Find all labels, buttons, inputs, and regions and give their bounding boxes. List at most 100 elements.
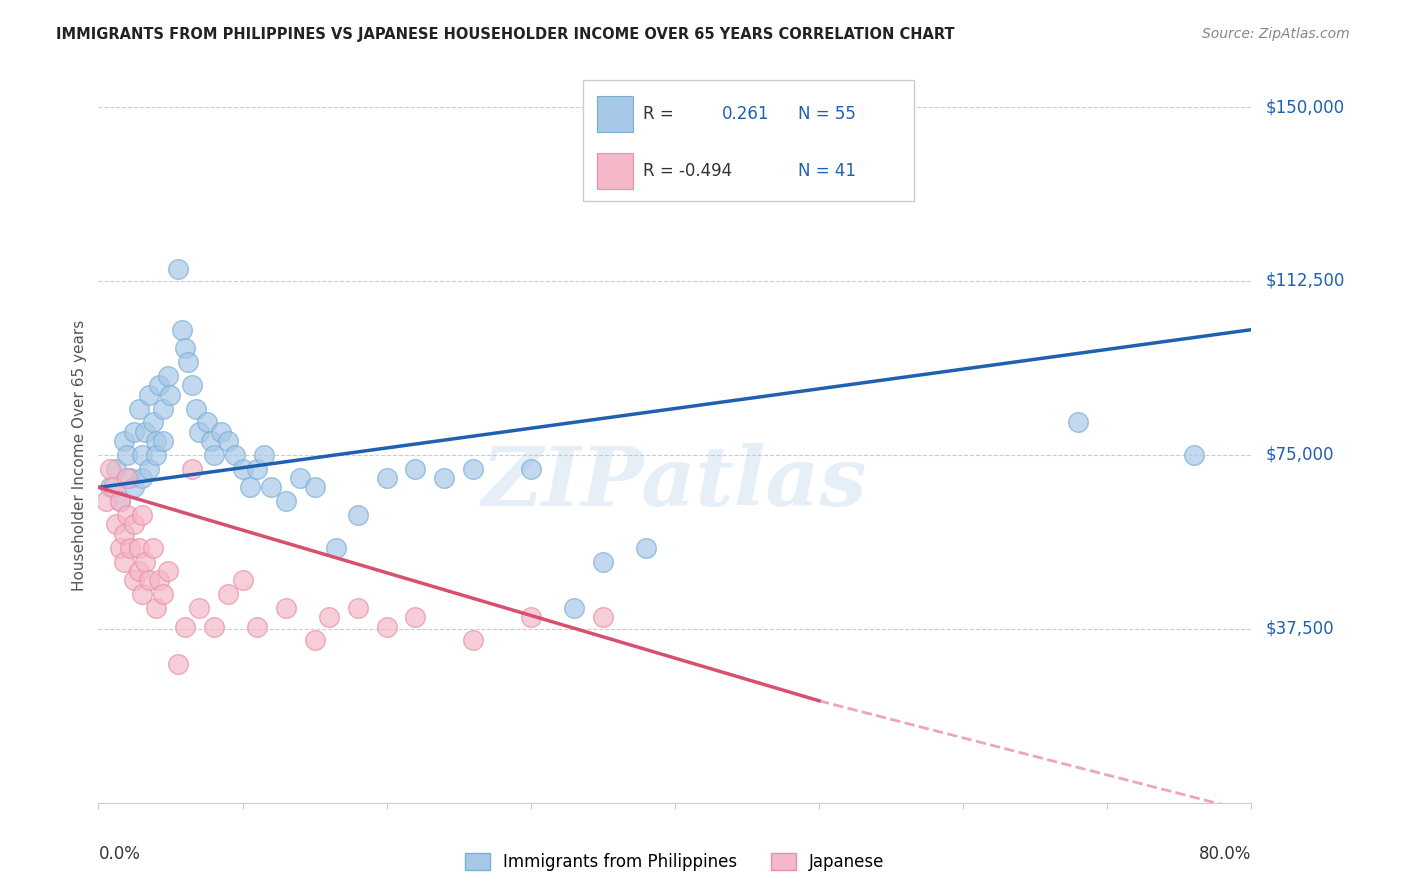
Point: [128, 564, 150, 578]
Text: 0.0%: 0.0%: [98, 845, 141, 863]
Point: [520, 610, 543, 624]
Point: [375, 471, 398, 485]
Point: [131, 508, 153, 523]
Point: [166, 657, 188, 671]
Text: $150,000: $150,000: [1265, 98, 1344, 116]
Point: [202, 619, 225, 633]
Point: [246, 619, 269, 633]
Point: [166, 262, 188, 277]
Point: [636, 541, 658, 555]
Point: [304, 480, 326, 494]
Point: [128, 401, 150, 416]
Text: IMMIGRANTS FROM PHILIPPINES VS JAPANESE HOUSEHOLDER INCOME OVER 65 YEARS CORRELA: IMMIGRANTS FROM PHILIPPINES VS JAPANESE …: [56, 27, 955, 42]
Point: [108, 494, 131, 508]
Point: [131, 587, 153, 601]
Point: [124, 425, 146, 439]
Point: [124, 517, 146, 532]
Point: [239, 480, 262, 494]
Point: [124, 480, 146, 494]
Point: [433, 471, 456, 485]
Point: [138, 573, 160, 587]
Point: [260, 480, 283, 494]
Point: [188, 425, 211, 439]
Point: [231, 462, 254, 476]
Point: [108, 494, 131, 508]
Point: [325, 541, 347, 555]
Point: [246, 462, 269, 476]
FancyBboxPatch shape: [596, 153, 633, 188]
Point: [346, 601, 368, 615]
Point: [156, 564, 179, 578]
Text: $37,500: $37,500: [1265, 620, 1334, 638]
Point: [120, 471, 142, 485]
Point: [117, 448, 138, 462]
Point: [142, 416, 165, 430]
Text: 80.0%: 80.0%: [1199, 845, 1251, 863]
Point: [145, 434, 167, 448]
Text: 0.261: 0.261: [723, 105, 769, 123]
Point: [112, 526, 135, 541]
Point: [274, 494, 297, 508]
Point: [177, 355, 200, 369]
Y-axis label: Householder Income Over 65 years: Householder Income Over 65 years: [72, 319, 87, 591]
Point: [148, 573, 170, 587]
Text: $75,000: $75,000: [1265, 446, 1334, 464]
Point: [94, 494, 117, 508]
Point: [318, 610, 340, 624]
Point: [224, 448, 246, 462]
Point: [112, 434, 135, 448]
Text: R =: R =: [643, 105, 673, 123]
Text: ZIPatlas: ZIPatlas: [482, 442, 868, 523]
Point: [405, 610, 427, 624]
Legend: Immigrants from Philippines, Japanese: Immigrants from Philippines, Japanese: [458, 847, 891, 878]
Point: [290, 471, 312, 485]
Point: [117, 471, 138, 485]
Point: [375, 619, 398, 633]
Text: N = 41: N = 41: [799, 161, 856, 179]
Point: [152, 434, 174, 448]
Point: [253, 448, 276, 462]
Point: [145, 448, 167, 462]
Point: [200, 434, 222, 448]
Point: [592, 610, 614, 624]
Point: [188, 601, 211, 615]
Point: [217, 434, 239, 448]
Point: [134, 555, 156, 569]
Point: [186, 401, 208, 416]
Point: [461, 633, 484, 648]
Point: [138, 462, 160, 476]
Point: [148, 378, 170, 392]
Point: [152, 587, 174, 601]
Point: [520, 462, 543, 476]
Point: [101, 480, 124, 494]
FancyBboxPatch shape: [583, 80, 914, 201]
Point: [152, 401, 174, 416]
Point: [108, 541, 131, 555]
Point: [131, 471, 153, 485]
Point: [142, 541, 165, 555]
Point: [104, 462, 127, 476]
Point: [128, 541, 150, 555]
Point: [124, 573, 146, 587]
Point: [98, 462, 121, 476]
Point: [131, 448, 153, 462]
Point: [461, 462, 484, 476]
Point: [274, 601, 297, 615]
Text: $112,500: $112,500: [1265, 272, 1344, 290]
Point: [1182, 448, 1205, 462]
Point: [174, 341, 197, 355]
Point: [181, 378, 204, 392]
Text: N = 55: N = 55: [799, 105, 856, 123]
Point: [304, 633, 326, 648]
Point: [202, 448, 225, 462]
Text: R = -0.494: R = -0.494: [643, 161, 733, 179]
Point: [170, 323, 193, 337]
Point: [98, 480, 121, 494]
Point: [562, 601, 585, 615]
Point: [174, 619, 197, 633]
Point: [156, 369, 179, 384]
Point: [104, 517, 127, 532]
Point: [117, 508, 138, 523]
Point: [195, 416, 218, 430]
Point: [145, 601, 167, 615]
